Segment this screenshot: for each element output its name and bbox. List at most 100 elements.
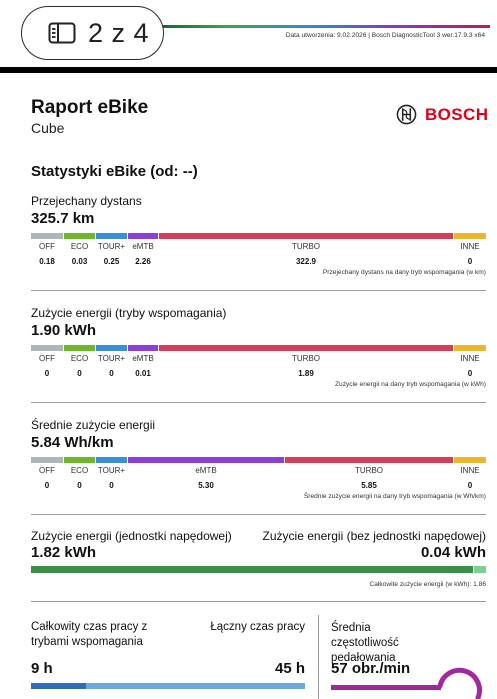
mode-value: 0 bbox=[467, 481, 473, 490]
total-time-value: 45 h bbox=[274, 660, 305, 677]
avg-seg-emtb bbox=[128, 457, 284, 463]
mode-label: TURBO bbox=[292, 354, 320, 363]
avg-energy-note: Średnie zużycie energii na dany tryb wsp… bbox=[303, 493, 486, 500]
mode-label: OFF bbox=[39, 354, 55, 363]
avg-energy-value: 5.84 Wh/km bbox=[31, 434, 114, 451]
assist-time-label: Całkowity czas pracy z trybami wspomagan… bbox=[31, 621, 148, 648]
column-separator bbox=[318, 615, 319, 699]
distance-seg-turbo bbox=[159, 233, 453, 239]
energy-without-unit-value: 0.04 kWh bbox=[420, 544, 486, 561]
distance-note: Przejechany dystans na dany tryb wspomag… bbox=[322, 269, 486, 276]
mode-label: eMTB bbox=[132, 354, 154, 363]
mode-label: INNE bbox=[460, 354, 480, 363]
brand-logo: BOSCH bbox=[396, 104, 488, 125]
distance-label: Przejechany dystans bbox=[31, 194, 142, 208]
distance-seg-off bbox=[31, 233, 63, 239]
energy-seg-emtb bbox=[128, 345, 158, 351]
energy-seg-turbo bbox=[159, 345, 453, 351]
section-title: Statystyki eBike (od: --) bbox=[31, 163, 198, 180]
energy-seg-inne bbox=[454, 345, 486, 351]
report-title: Raport eBike bbox=[31, 97, 149, 118]
cadence-bar bbox=[331, 685, 441, 690]
mode-label: INNE bbox=[460, 466, 480, 475]
header-color-strip bbox=[160, 25, 490, 28]
energy-seg-off bbox=[31, 345, 63, 351]
energy-with-unit-label: Zużycie energii (jednostki napędowej) bbox=[31, 529, 232, 543]
energy-units-bar bbox=[31, 566, 486, 573]
mode-label: eMTB bbox=[195, 466, 217, 475]
mode-value: 0 bbox=[44, 481, 50, 490]
mode-value: 0.03 bbox=[71, 257, 88, 266]
section-divider bbox=[31, 290, 486, 291]
distance-value: 325.7 km bbox=[31, 210, 95, 227]
mode-label: ECO bbox=[70, 354, 89, 363]
avg-seg-eco bbox=[64, 457, 95, 463]
mode-label: TOUR+ bbox=[97, 466, 126, 475]
distance-seg-tour bbox=[96, 233, 127, 239]
energy-with-unit-seg bbox=[31, 566, 473, 573]
avg-seg-off bbox=[31, 457, 63, 463]
mode-label: OFF bbox=[39, 466, 55, 475]
avg-energy-label: Średnie zużycie energii bbox=[31, 418, 156, 432]
mode-value: 0.25 bbox=[103, 257, 120, 266]
avg-seg-inne bbox=[454, 457, 486, 463]
cadence-gauge-arc bbox=[437, 667, 483, 699]
mode-label: TURBO bbox=[292, 242, 320, 251]
mode-value: 2.26 bbox=[135, 257, 151, 266]
mode-label: INNE bbox=[460, 242, 480, 251]
brand-name: BOSCH bbox=[425, 104, 489, 124]
energy-total-note: Całkowite zużycie energii (w kWh): 1.86 bbox=[369, 581, 486, 588]
total-time-block: Łączny czas pracy bbox=[210, 620, 305, 635]
mode-label: ECO bbox=[70, 242, 89, 251]
avg-energy-mode-bar bbox=[31, 457, 486, 463]
total-time-label: Łączny czas pracy bbox=[210, 621, 305, 633]
report-meta: Data utworzenia: 9.02.2026 | Bosch Diagn… bbox=[285, 32, 485, 39]
section-divider bbox=[31, 402, 486, 403]
energy-without-unit-seg bbox=[474, 566, 486, 573]
cadence-gauge-path bbox=[437, 667, 483, 699]
section-divider bbox=[31, 514, 486, 515]
energy-modes-value: 1.90 kWh bbox=[31, 322, 97, 339]
avg-seg-turbo bbox=[285, 457, 453, 463]
mode-value: 0 bbox=[467, 369, 473, 378]
report-subtitle: Cube bbox=[31, 120, 65, 136]
bosch-armature-logo-icon bbox=[396, 104, 417, 125]
total-time-bar bbox=[86, 683, 305, 689]
mode-label: TURBO bbox=[355, 466, 383, 475]
energy-with-unit-value: 1.82 kWh bbox=[31, 544, 97, 561]
avg-seg-tour bbox=[96, 457, 127, 463]
mode-label: TOUR+ bbox=[97, 242, 126, 251]
mode-value: 0 bbox=[77, 369, 82, 378]
mode-label: OFF bbox=[39, 242, 55, 251]
energy-seg-tour bbox=[96, 345, 127, 351]
page-break-rule bbox=[0, 67, 497, 73]
cadence-block: Średnia częstotliwość pedałowania bbox=[331, 621, 431, 666]
energy-without-unit-label: Zużycie energii (bez jednostki napędowej… bbox=[262, 529, 486, 543]
mode-value: 1.89 bbox=[298, 369, 314, 378]
mode-value: 0 bbox=[467, 257, 473, 266]
assist-time-bar bbox=[31, 683, 86, 689]
avg-energy-block: Średnie zużycie energii 5.84 Wh/km OFF E… bbox=[31, 418, 486, 500]
cadence-value: 57 obr./min bbox=[331, 660, 411, 677]
mode-value: 0.18 bbox=[39, 257, 55, 266]
total-time-value-wrap: 45 h bbox=[275, 660, 305, 677]
mode-label: TOUR+ bbox=[97, 354, 126, 363]
mode-value: 322.9 bbox=[295, 257, 317, 266]
energy-modes-note: Zużycie energii na dany tryb wspomagania… bbox=[335, 381, 486, 388]
mode-value: 0.01 bbox=[135, 369, 151, 378]
mode-value: 0 bbox=[109, 481, 114, 490]
mode-value: 5.30 bbox=[198, 481, 214, 490]
mode-value: 0 bbox=[77, 481, 82, 490]
distance-block: Przejechany dystans 325.7 km OFF ECO TOU… bbox=[31, 194, 486, 276]
mode-value: 0 bbox=[44, 369, 50, 378]
mode-label: eMTB bbox=[132, 242, 154, 251]
energy-modes-block: Zużycie energii (tryby wspomagania) 1.90… bbox=[31, 306, 486, 388]
energy-mode-bar bbox=[31, 345, 486, 351]
section-divider bbox=[31, 601, 486, 602]
page-indicator[interactable]: 2 z 4 bbox=[21, 6, 164, 60]
cadence-value-wrap: 57 obr./min bbox=[331, 660, 410, 677]
assist-time-block: Całkowity czas pracy z trybami wspomagan… bbox=[31, 620, 161, 650]
cadence-label: Średnia częstotliwość pedałowania bbox=[331, 622, 399, 664]
distance-mode-bar bbox=[31, 233, 486, 239]
energy-seg-eco bbox=[64, 345, 95, 351]
